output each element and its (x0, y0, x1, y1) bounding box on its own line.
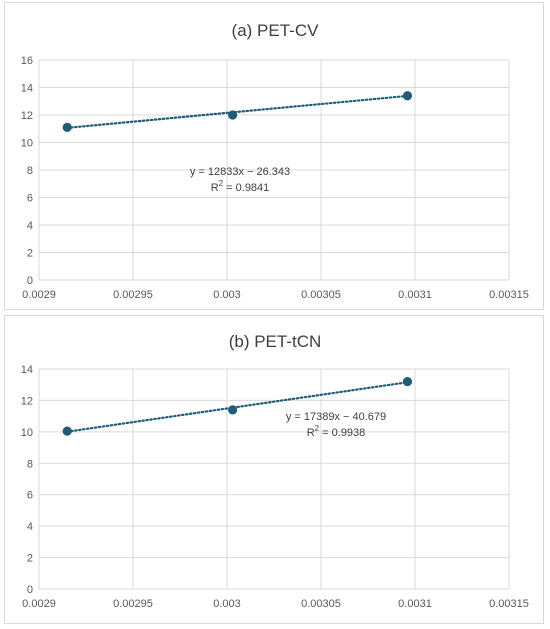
chart-b-data-point (402, 376, 413, 387)
chart-a-data-point (62, 122, 72, 132)
chart-b-y-tick-label: 12 (21, 395, 33, 407)
chart-b-trendline (66, 381, 409, 433)
chart-b-y-tick-label: 6 (27, 490, 33, 502)
chart-b-x-tick-label: 0.0031 (398, 598, 432, 610)
chart-a-x-tick-label: 0.00305 (301, 289, 341, 301)
chart-a-data-point (228, 110, 238, 120)
chart-b-x-tick-label: 0.00315 (489, 598, 529, 610)
chart-b-y-tick-label: 8 (27, 458, 33, 470)
chart-a-svg: (a) PET-CV 0 2 4 6 8 10 12 14 16 0.0029 0.00295 0.0… (21, 21, 529, 301)
chart-b-y-tick-label: 14 (21, 364, 33, 376)
chart-b-title: (b) PET-tCN (229, 332, 322, 351)
chart-b-svg: (b) PET-tCN 0 2 4 6 8 10 12 14 0.0029 0.00295 0.00… (21, 332, 529, 610)
chart-a-r-squared: R2 = 0.9841 (211, 179, 270, 194)
chart-a-y-tick-label: 16 (21, 55, 33, 67)
chart-a-x-tick-label: 0.003 (213, 289, 241, 301)
chart-a-x-tick-label: 0.00315 (489, 289, 529, 301)
chart-a-y-tick-label: 12 (21, 110, 33, 122)
chart-b-r-squared: R2 = 0.9938 (307, 424, 366, 439)
chart-a-y-tick-label: 14 (21, 83, 33, 95)
chart-a-x-tick-label: 0.0031 (398, 289, 432, 301)
chart-a-y-tick-label: 4 (27, 220, 33, 232)
chart-b-x-tick-label: 0.00295 (113, 598, 153, 610)
chart-b-y-tick-label: 2 (27, 553, 33, 565)
chart-a-y-tick-label: 2 (27, 248, 33, 260)
chart-b-x-tick-label: 0.003 (213, 598, 241, 610)
chart-b-equation: y = 17389x − 40.679 (286, 411, 386, 423)
chart-a-y-tick-label: 10 (21, 138, 33, 150)
chart-a-y-tick-label: 6 (27, 193, 33, 205)
chart-a-equation: y = 12833x − 26.343 (190, 166, 290, 178)
chart-b-data-point (228, 405, 238, 415)
chart-a-y-tick-label: 8 (27, 165, 33, 177)
chart-b-y-tick-label: 10 (21, 427, 33, 439)
chart-a-y-tick-label: 0 (27, 275, 33, 287)
chart-b-data-point (62, 426, 72, 436)
chart-a-x-tick-label: 0.0029 (22, 289, 56, 301)
chart-a-title: (a) PET-CV (232, 21, 320, 40)
chart-panel-a: (a) PET-CV 0 2 4 6 8 10 12 14 16 0.0029 0.00295 0.0… (4, 2, 544, 310)
chart-b-x-tick-label: 0.00305 (301, 598, 341, 610)
chart-a-data-point (402, 91, 413, 101)
chart-b-x-tick-label: 0.0029 (22, 598, 56, 610)
chart-a-x-tick-label: 0.00295 (113, 289, 153, 301)
chart-a-trendline (66, 94, 409, 129)
chart-b-y-tick-label: 0 (27, 584, 33, 596)
chart-b-y-tick-label: 4 (27, 521, 33, 533)
chart-panel-b: (b) PET-tCN 0 2 4 6 8 10 12 14 0.0029 0.00295 0.00… (4, 315, 544, 624)
